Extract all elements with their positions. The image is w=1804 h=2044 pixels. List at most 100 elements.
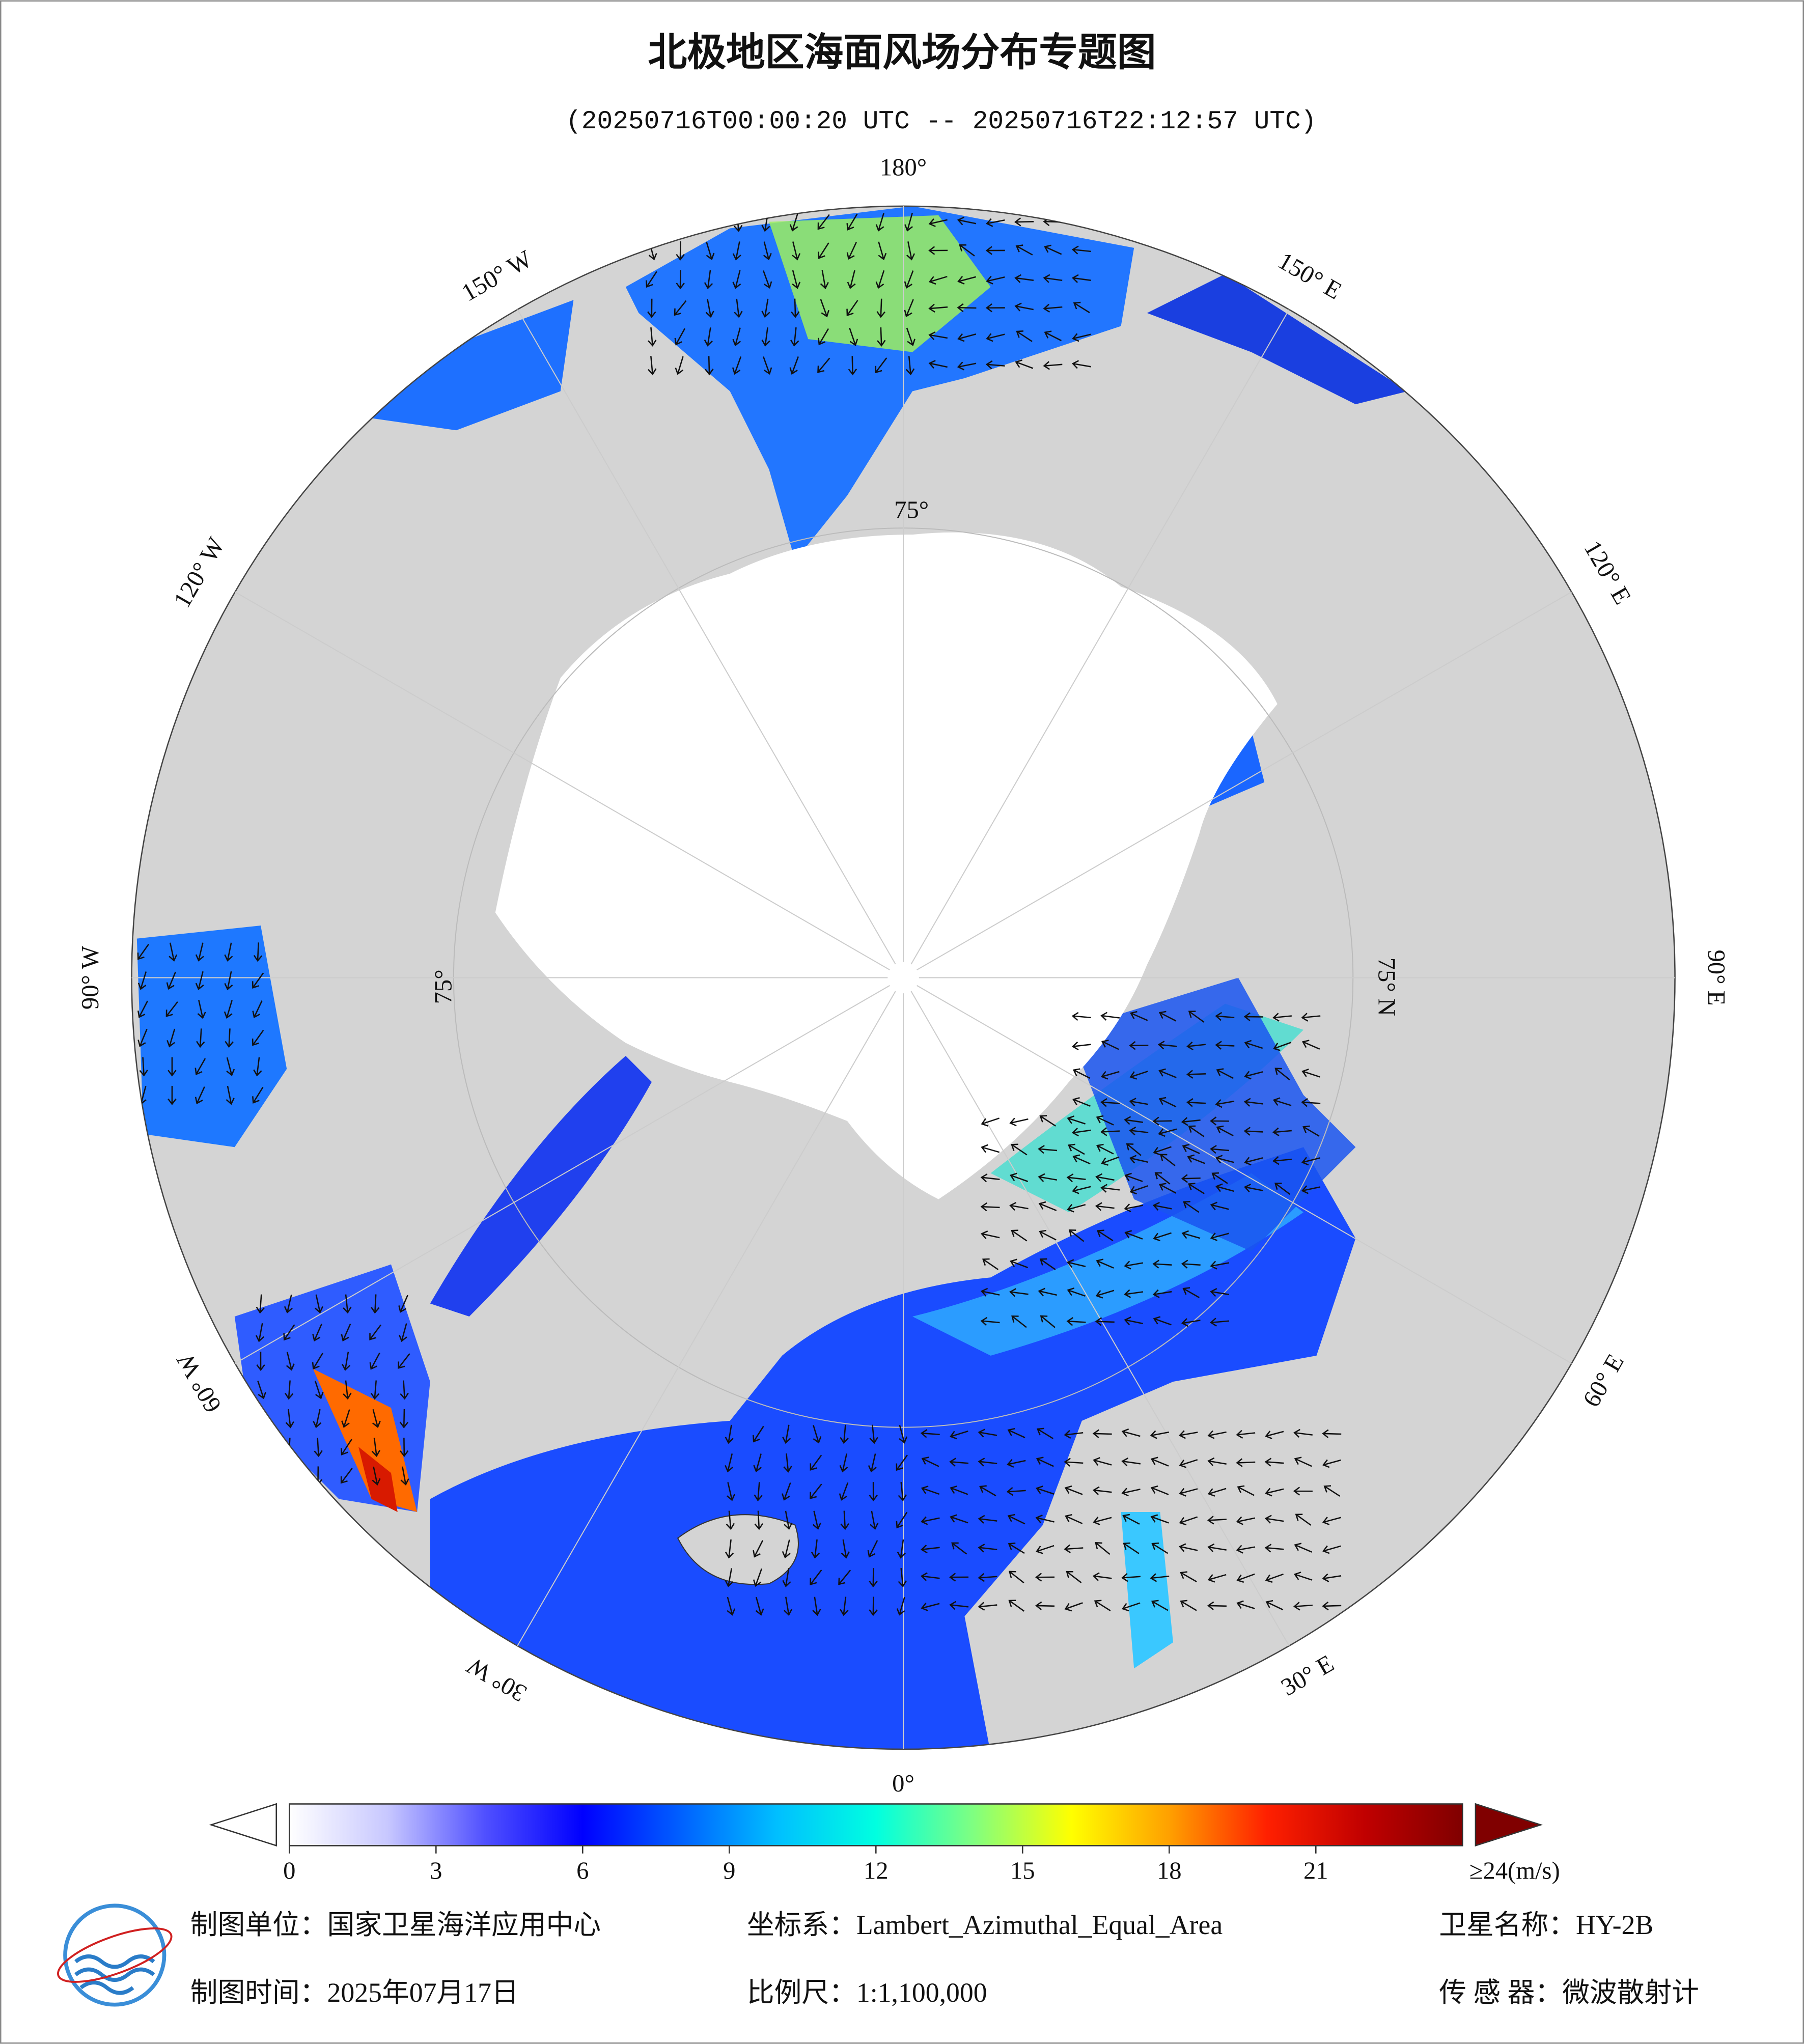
wind-arrow: [896, 1454, 908, 1471]
wind-arrow: [1009, 1288, 1029, 1297]
wind-arrow: [950, 1485, 968, 1495]
meridian: [917, 591, 1572, 970]
wind-arrow: [1301, 1098, 1321, 1107]
wind-arrow: [195, 971, 204, 991]
wind-arrow: [1011, 1229, 1028, 1242]
wind-arrow: [1243, 1012, 1263, 1021]
wind-arrow: [1265, 1431, 1284, 1440]
ocean-wind: [358, 1447, 398, 1513]
wind-arrow: [725, 1568, 734, 1587]
wind-arrow: [166, 971, 176, 990]
subtitle: (20250716T00:00:20 UTC -- 20250716T22:12…: [566, 107, 1316, 136]
wind-arrow: [1150, 1457, 1169, 1467]
wind-arrow: [1124, 1116, 1144, 1125]
wind-arrow: [674, 300, 687, 316]
wind-arrow: [285, 1409, 294, 1429]
wind-arrow: [878, 241, 887, 261]
wind-arrow: [137, 1029, 148, 1047]
wind-arrow: [371, 1438, 380, 1457]
map: [131, 206, 1675, 1749]
wind-arrow: [980, 1287, 1000, 1297]
wind-arrow: [1100, 1071, 1120, 1080]
wind-arrow: [166, 1028, 176, 1048]
wind-arrow: [312, 1353, 323, 1370]
wind-arrow: [1008, 1571, 1024, 1584]
wind-arrow: [810, 1570, 822, 1585]
wind-arrow: [1071, 274, 1091, 283]
colorbar-under: [209, 1803, 277, 1847]
wind-arrow: [340, 1468, 353, 1484]
wind-arrow: [1043, 274, 1063, 283]
wind-arrow: [732, 241, 741, 261]
wind-arrow: [1095, 1542, 1111, 1555]
wind-arrow: [986, 218, 1005, 227]
title: 北极地区海面风场分布专题图: [648, 30, 1156, 75]
wind-arrow: [1244, 1040, 1263, 1049]
wind-arrow: [949, 1573, 969, 1582]
wind-arrow: [1207, 1543, 1227, 1552]
wind-arrow: [1186, 1070, 1206, 1079]
wind-arrow: [168, 1057, 177, 1077]
wind-arrow: [1293, 1429, 1313, 1438]
wind-arrow: [1038, 1201, 1057, 1211]
wind-arrow: [928, 331, 948, 341]
wind-arrow: [820, 270, 829, 290]
wind-arrow: [928, 218, 948, 228]
wind-arrow: [898, 1482, 907, 1502]
colorbar: 0 3 6 9 12 15 18 21 ≥24(m/s): [209, 1803, 1560, 1884]
wind-arrow: [398, 1323, 407, 1342]
wind-arrow: [839, 1453, 848, 1473]
wind-arrow: [1215, 1041, 1235, 1050]
wind-arrow: [195, 1058, 206, 1075]
wind-arrow: [1236, 1458, 1256, 1467]
wind-arrow: [1210, 1116, 1230, 1126]
wind-arrow: [1322, 1429, 1342, 1438]
wind-arrow: [1014, 217, 1034, 227]
wind-arrow: [371, 1294, 380, 1314]
wind-arrow: [255, 1323, 264, 1342]
wind-arrow: [1158, 1097, 1177, 1108]
wind-arrow: [981, 1117, 1000, 1127]
wind-arrow: [1264, 1515, 1284, 1524]
wind-arrow: [898, 1568, 907, 1587]
wind-arrow: [1274, 1183, 1291, 1195]
wind-arrow: [341, 1323, 351, 1342]
wind-arrow: [928, 246, 948, 255]
wind-arrow: [1124, 1317, 1143, 1326]
wind-arrow: [225, 1028, 234, 1048]
wind-arrow: [978, 1544, 997, 1553]
wind-arrow: [648, 327, 657, 347]
wind-arrow: [369, 1352, 380, 1370]
wind-arrow: [399, 1409, 409, 1429]
wind-arrow: [869, 1568, 878, 1588]
wind-arrow: [1293, 1487, 1313, 1496]
wind-arrow: [1236, 1573, 1255, 1583]
wind-arrow: [341, 1409, 350, 1428]
wind-arrow: [1210, 1201, 1229, 1211]
wind-arrow: [139, 1057, 148, 1077]
wind-arrow: [1100, 1098, 1120, 1107]
lon-label: 180°: [880, 153, 927, 181]
wind-arrow: [957, 361, 977, 371]
wind-arrow: [921, 1486, 940, 1495]
wind-arrow: [1274, 1068, 1290, 1081]
wind-arrow: [1037, 1427, 1054, 1439]
wind-arrow: [1121, 1428, 1141, 1437]
wind-arrow: [1064, 1544, 1084, 1553]
wind-arrow: [1295, 1514, 1312, 1526]
wind-arrow: [1071, 245, 1091, 255]
wind-arrow: [906, 241, 915, 261]
wind-arrow: [1322, 1601, 1342, 1611]
wind-arrow: [674, 328, 686, 346]
wind-arrow: [755, 1597, 764, 1616]
wind-arrow: [897, 1539, 906, 1559]
wind-arrow: [137, 1000, 148, 1018]
wind-arrow: [1150, 1514, 1169, 1524]
wind-arrow: [906, 327, 915, 346]
lat-label: 75°: [430, 969, 457, 1004]
wind-arrow: [904, 213, 913, 232]
wind-arrow: [1181, 1259, 1201, 1269]
wind-arrow: [1158, 1068, 1177, 1078]
colorbar-tick-label: 21: [1303, 1857, 1328, 1884]
